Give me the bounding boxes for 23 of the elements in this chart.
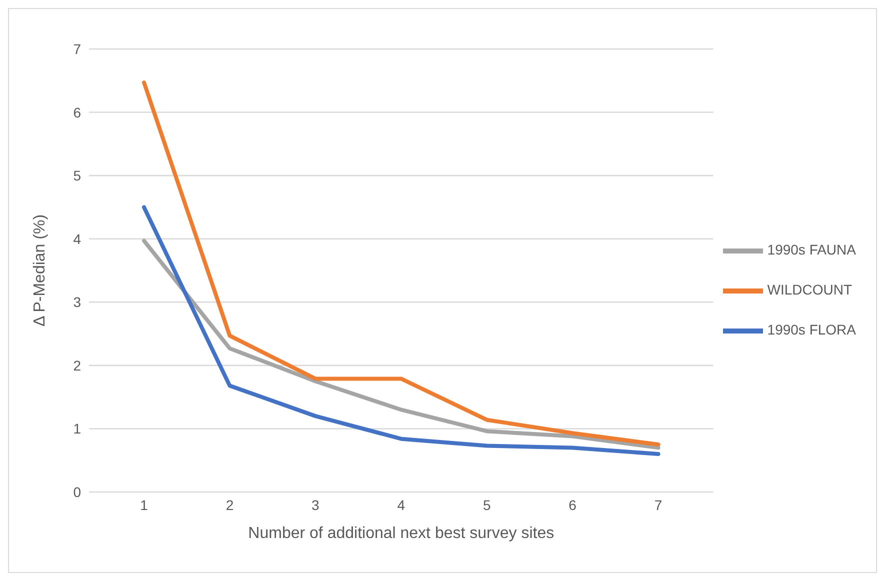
y-tick-label: 5 <box>73 168 82 184</box>
legend-label: 1990s FAUNA <box>767 241 856 258</box>
y-axis-title: Δ P-Median (%) <box>32 214 49 327</box>
y-tick-label: 4 <box>73 230 82 247</box>
y-tick-label: 6 <box>73 104 82 120</box>
x-axis-title: Number of additional next best survey sites <box>248 525 554 542</box>
x-tick-label: 5 <box>482 496 491 513</box>
y-tick-label: 0 <box>73 484 82 500</box>
legend-label: WILDCOUNT <box>767 281 852 298</box>
y-tick-label: 3 <box>73 294 82 310</box>
line-series <box>142 205 660 456</box>
x-tick-label: 6 <box>568 496 577 513</box>
x-tick-label: 1 <box>140 496 148 513</box>
x-tick-label: 3 <box>312 496 320 513</box>
y-tick-label: 2 <box>73 357 82 374</box>
y-tick-label: 1 <box>73 420 82 437</box>
x-tick-label: 2 <box>226 496 234 513</box>
line-series <box>142 238 660 450</box>
line-series <box>142 80 660 447</box>
y-tick-label: 7 <box>73 40 82 57</box>
x-tick-label: 7 <box>654 496 662 513</box>
x-tick-label: 4 <box>397 496 406 513</box>
legend-label: 1990s FLORA <box>767 321 856 338</box>
